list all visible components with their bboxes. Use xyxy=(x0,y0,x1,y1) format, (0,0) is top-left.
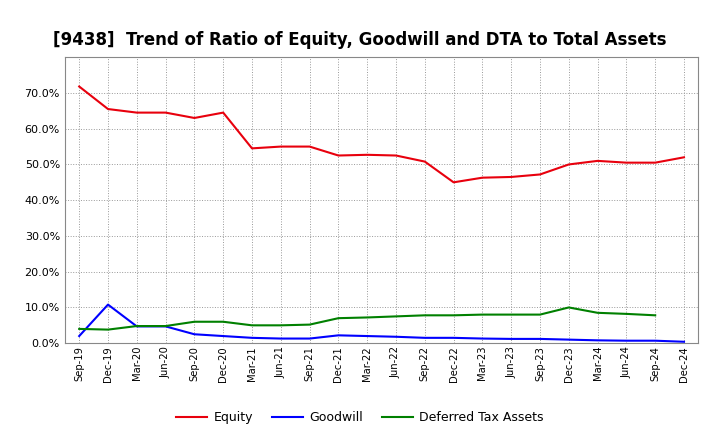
Goodwill xyxy=(593,338,602,343)
Goodwill xyxy=(680,339,688,345)
Text: [9438]  Trend of Ratio of Equity, Goodwill and DTA to Total Assets: [9438] Trend of Ratio of Equity, Goodwil… xyxy=(53,31,667,49)
Line: Deferred Tax Assets: Deferred Tax Assets xyxy=(79,308,655,330)
Goodwill xyxy=(507,336,516,341)
Equity xyxy=(248,146,256,151)
Deferred Tax Assets xyxy=(507,312,516,317)
Equity xyxy=(334,153,343,158)
Equity xyxy=(507,174,516,180)
Goodwill xyxy=(190,332,199,337)
Equity xyxy=(449,180,458,185)
Deferred Tax Assets xyxy=(564,305,573,310)
Equity xyxy=(190,115,199,121)
Equity xyxy=(564,162,573,167)
Deferred Tax Assets xyxy=(478,312,487,317)
Line: Goodwill: Goodwill xyxy=(79,304,684,342)
Goodwill xyxy=(622,338,631,343)
Goodwill xyxy=(449,335,458,341)
Equity xyxy=(219,110,228,115)
Line: Equity: Equity xyxy=(79,87,684,182)
Deferred Tax Assets xyxy=(75,326,84,332)
Goodwill xyxy=(305,336,314,341)
Goodwill xyxy=(75,334,84,339)
Goodwill xyxy=(478,336,487,341)
Goodwill xyxy=(363,334,372,339)
Equity xyxy=(305,144,314,149)
Deferred Tax Assets xyxy=(536,312,544,317)
Goodwill xyxy=(392,334,400,339)
Goodwill xyxy=(132,324,141,329)
Legend: Equity, Goodwill, Deferred Tax Assets: Equity, Goodwill, Deferred Tax Assets xyxy=(171,407,549,429)
Equity xyxy=(392,153,400,158)
Equity xyxy=(651,160,660,165)
Deferred Tax Assets xyxy=(219,319,228,324)
Equity xyxy=(363,152,372,158)
Deferred Tax Assets xyxy=(132,323,141,329)
Equity xyxy=(680,154,688,160)
Equity xyxy=(622,160,631,165)
Goodwill xyxy=(536,336,544,341)
Goodwill xyxy=(334,333,343,338)
Goodwill xyxy=(161,324,170,329)
Goodwill xyxy=(219,334,228,339)
Deferred Tax Assets xyxy=(651,313,660,318)
Deferred Tax Assets xyxy=(363,315,372,320)
Equity xyxy=(536,172,544,177)
Deferred Tax Assets xyxy=(276,323,285,328)
Goodwill xyxy=(420,335,429,341)
Equity xyxy=(420,159,429,164)
Deferred Tax Assets xyxy=(305,322,314,327)
Goodwill xyxy=(651,338,660,343)
Equity xyxy=(75,84,84,89)
Equity xyxy=(132,110,141,115)
Deferred Tax Assets xyxy=(334,315,343,321)
Equity xyxy=(478,175,487,180)
Goodwill xyxy=(276,336,285,341)
Deferred Tax Assets xyxy=(392,314,400,319)
Equity xyxy=(161,110,170,115)
Deferred Tax Assets xyxy=(248,323,256,328)
Goodwill xyxy=(104,302,112,307)
Equity xyxy=(276,144,285,149)
Deferred Tax Assets xyxy=(190,319,199,324)
Deferred Tax Assets xyxy=(593,310,602,315)
Equity xyxy=(593,158,602,164)
Deferred Tax Assets xyxy=(622,311,631,316)
Deferred Tax Assets xyxy=(449,313,458,318)
Equity xyxy=(104,106,112,112)
Deferred Tax Assets xyxy=(420,313,429,318)
Goodwill xyxy=(248,335,256,341)
Deferred Tax Assets xyxy=(161,323,170,329)
Goodwill xyxy=(564,337,573,342)
Deferred Tax Assets xyxy=(104,327,112,332)
